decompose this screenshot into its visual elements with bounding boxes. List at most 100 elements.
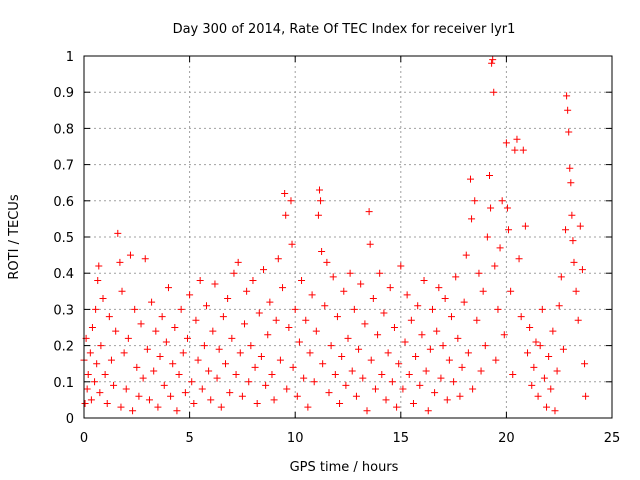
data-point	[566, 164, 574, 172]
data-point	[366, 240, 374, 248]
data-point	[581, 360, 589, 368]
data-point	[81, 400, 89, 408]
data-point	[86, 349, 94, 357]
data-point	[565, 128, 573, 136]
data-point	[84, 371, 92, 379]
data-point	[469, 385, 477, 393]
data-point	[491, 262, 499, 270]
data-point	[183, 334, 191, 342]
data-point	[94, 276, 102, 284]
x-tick-label: 5	[185, 431, 193, 446]
y-tick-label: 0.5	[53, 231, 74, 246]
data-point	[110, 381, 118, 389]
data-point	[503, 204, 511, 212]
data-point	[450, 378, 458, 386]
plot-frame	[83, 55, 613, 419]
data-point	[192, 316, 200, 324]
data-point	[177, 305, 185, 313]
data-point	[582, 392, 590, 400]
data-point	[365, 208, 373, 216]
data-point	[543, 403, 551, 411]
data-point	[363, 407, 371, 415]
data-point	[266, 298, 274, 306]
data-point	[536, 342, 544, 350]
data-point	[190, 400, 198, 408]
data-point	[412, 352, 420, 360]
data-point	[348, 367, 356, 375]
data-point	[355, 345, 363, 353]
data-point	[574, 316, 582, 324]
data-point	[526, 324, 534, 331]
data-point	[578, 266, 586, 274]
data-point	[352, 392, 360, 400]
data-point	[569, 237, 577, 245]
data-point	[232, 371, 240, 379]
data-point	[492, 356, 500, 364]
data-point	[139, 374, 147, 382]
data-point	[268, 371, 276, 379]
data-point	[458, 363, 466, 371]
data-point	[517, 313, 525, 321]
data-point	[253, 400, 261, 408]
data-point	[502, 139, 510, 147]
data-point	[173, 407, 181, 415]
data-point	[175, 371, 183, 379]
data-point	[160, 381, 168, 389]
data-point	[236, 349, 244, 357]
data-point	[83, 385, 91, 393]
data-point	[198, 385, 206, 393]
data-point	[262, 381, 270, 389]
data-point	[186, 291, 194, 299]
data-point	[314, 211, 322, 219]
data-point	[295, 338, 303, 346]
data-point	[418, 331, 426, 339]
data-point	[359, 374, 367, 382]
data-point	[251, 363, 259, 371]
data-point	[226, 389, 234, 397]
data-point	[570, 258, 578, 266]
data-point	[513, 135, 521, 143]
data-point	[557, 273, 565, 281]
data-point	[152, 327, 160, 335]
data-point	[420, 276, 428, 284]
data-point	[407, 316, 415, 324]
data-point	[443, 396, 451, 404]
data-point	[414, 302, 422, 310]
y-tick-label: 0.7	[53, 159, 74, 174]
data-point	[331, 371, 339, 379]
y-tick-label: 0.1	[53, 376, 74, 391]
data-point	[572, 287, 580, 295]
data-point	[241, 320, 249, 328]
data-point	[576, 222, 584, 230]
data-point	[92, 305, 100, 313]
data-point	[519, 146, 527, 154]
data-point	[395, 360, 403, 368]
data-point	[143, 345, 151, 353]
data-point	[494, 305, 502, 313]
data-point	[103, 400, 111, 408]
data-point	[135, 392, 143, 400]
data-point	[547, 385, 555, 393]
data-point	[255, 309, 263, 317]
data-point	[564, 106, 572, 114]
data-point	[126, 251, 134, 259]
data-point	[270, 396, 278, 404]
data-point	[88, 324, 96, 331]
data-point	[95, 262, 103, 270]
data-point	[568, 211, 576, 219]
data-point	[511, 146, 519, 154]
data-point	[416, 381, 424, 389]
data-point	[390, 324, 398, 331]
data-point	[468, 215, 476, 223]
x-tick-label: 15	[393, 431, 410, 446]
data-point	[551, 407, 559, 415]
data-point	[298, 276, 306, 284]
data-point	[120, 349, 128, 357]
data-point	[194, 356, 202, 364]
data-point	[122, 385, 130, 393]
data-point	[167, 392, 175, 400]
data-point	[105, 313, 113, 321]
data-point	[447, 313, 455, 321]
data-point	[91, 378, 99, 386]
data-point	[338, 352, 346, 360]
